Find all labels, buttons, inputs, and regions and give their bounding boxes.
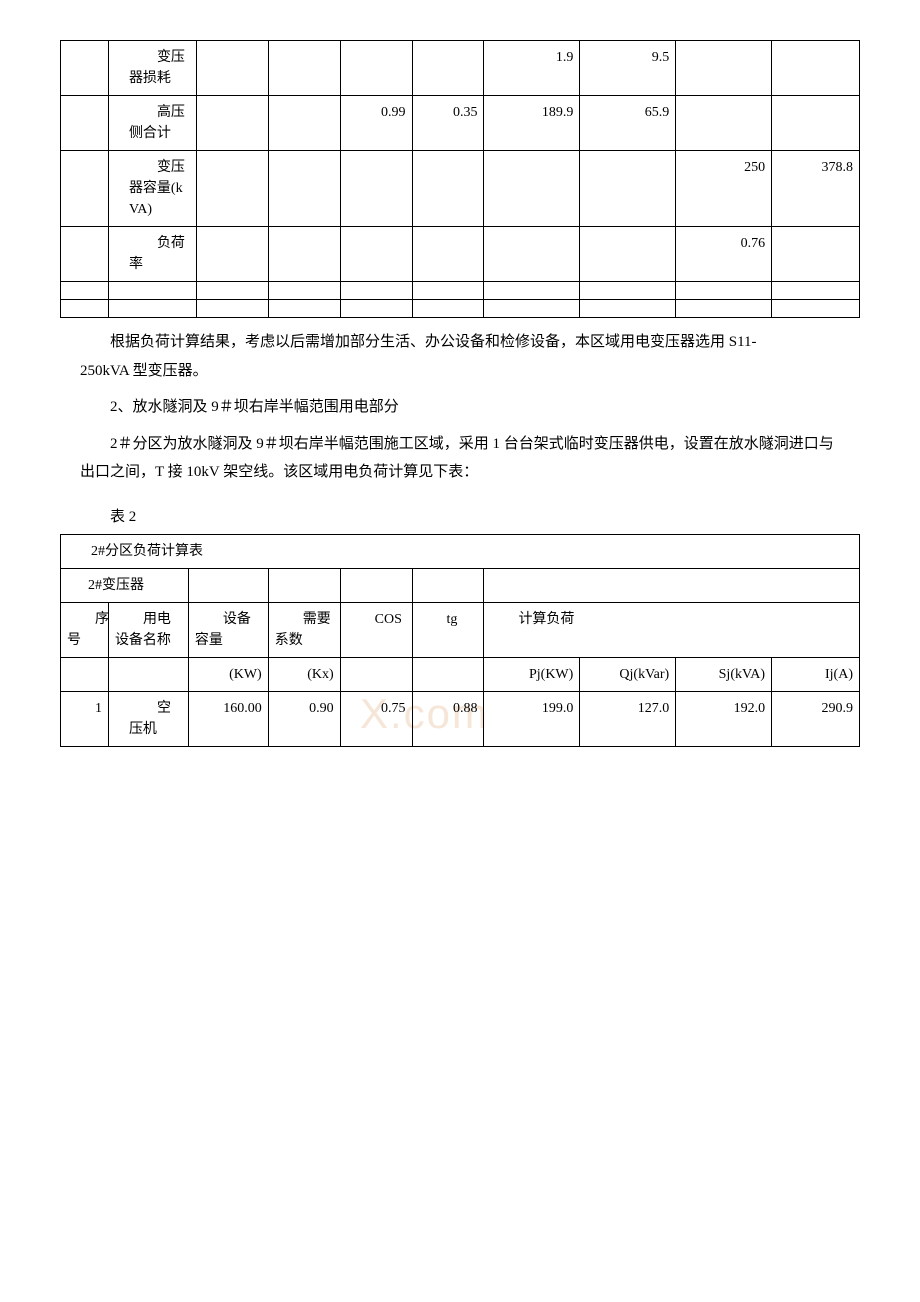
cell: 0.88 [412, 691, 484, 746]
col-header: 序号 [61, 602, 109, 657]
row-label: 变压器损耗 [108, 41, 196, 96]
row-label: 高压侧合计 [108, 96, 196, 151]
table-row: 2#分区负荷计算表 [61, 534, 860, 568]
cell: 0.90 [268, 691, 340, 746]
paragraph-3: 2＃分区为放水隧洞及 9＃坝右岸半幅范围施工区域，采用 1 台台架式临时变压器供… [80, 430, 840, 487]
row-label: 变压器容量(kVA) [108, 151, 196, 227]
paragraph-2: 2、放水隧洞及 9＃坝右岸半幅范围用电部分 [80, 393, 800, 422]
col-header: 用电设备名称 [108, 602, 188, 657]
table-row: 变压器容量(kVA) 250 378.8 [61, 151, 860, 227]
subheader: 2#变压器 [61, 568, 189, 602]
cell: 160.00 [188, 691, 268, 746]
cell: 199.0 [484, 691, 580, 746]
unit: Pj(KW) [484, 657, 580, 691]
table-row: 1 空压机 160.00 0.90 0.75 0.88 199.0 127.0 … [61, 691, 860, 746]
unit: (Kx) [268, 657, 340, 691]
unit: (KW) [188, 657, 268, 691]
paragraph-1: 根据负荷计算结果，考虑以后需增加部分生活、办公设备和检修设备，本区域用电变压器选… [80, 328, 800, 385]
unit: Qj(kVar) [580, 657, 676, 691]
col-header: 需要系数 [268, 602, 340, 657]
cell: 127.0 [580, 691, 676, 746]
table-2: 2#分区负荷计算表 2#变压器 序号 用电设备名称 设备容量 需要系数 COS … [60, 534, 860, 747]
row-label: 负荷率 [108, 227, 196, 282]
table-row: 高压侧合计 0.99 0.35 189.9 65.9 [61, 96, 860, 151]
table-row: (KW) (Kx) Pj(KW) Qj(kVar) Sj(kVA) Ij(A) [61, 657, 860, 691]
col-header: 计算负荷 [484, 602, 860, 657]
table-row: 负荷率 0.76 [61, 227, 860, 282]
table-row [61, 282, 860, 300]
table-1: 变压器损耗 1.9 9.5 高压侧合计 0.99 0.35 189.9 65.9… [60, 40, 860, 318]
cell: 1 [61, 691, 109, 746]
table-2-caption: 表 2 [80, 505, 840, 526]
table-row: 序号 用电设备名称 设备容量 需要系数 COS tg 计算负荷 [61, 602, 860, 657]
unit: Ij(A) [772, 657, 860, 691]
table-row: 2#变压器 [61, 568, 860, 602]
col-header: 设备容量 [188, 602, 268, 657]
col-header: tg [412, 602, 484, 657]
table-row: 变压器损耗 1.9 9.5 [61, 41, 860, 96]
cell: 192.0 [676, 691, 772, 746]
cell: 空压机 [108, 691, 188, 746]
unit: Sj(kVA) [676, 657, 772, 691]
table-2-title: 2#分区负荷计算表 [61, 534, 860, 568]
cell: 0.75 [340, 691, 412, 746]
col-header: COS [340, 602, 412, 657]
table-row [61, 300, 860, 318]
cell: 290.9 [772, 691, 860, 746]
